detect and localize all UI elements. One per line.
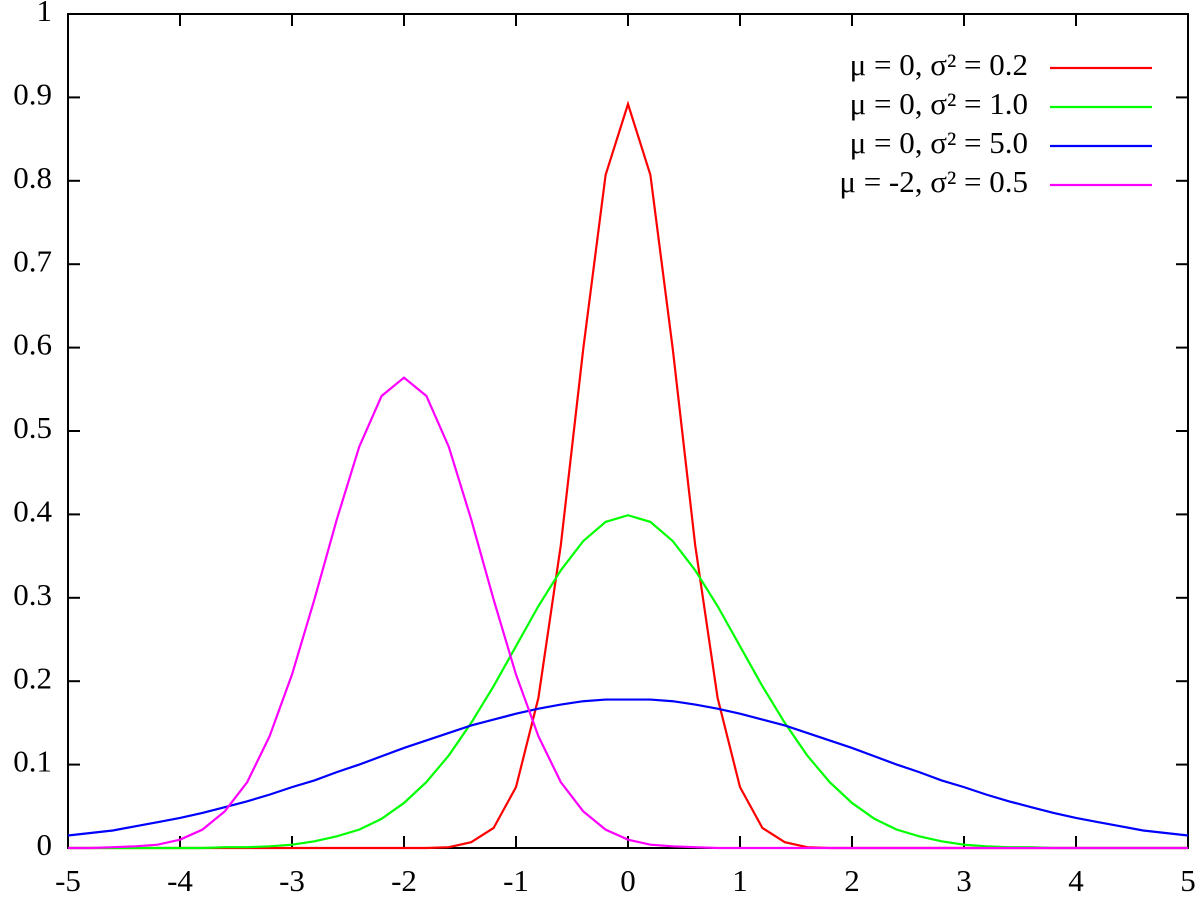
x-tick-label: -3 (279, 863, 305, 898)
x-tick-label: -4 (167, 863, 193, 898)
y-tick-label: 0.6 (13, 327, 52, 362)
legend-label: μ = 0, σ² = 1.0 (850, 86, 1028, 121)
y-tick-label: 0.2 (13, 660, 52, 695)
y-tick-label: 0.1 (13, 744, 52, 779)
x-tick-label: 4 (1068, 863, 1084, 898)
series-line (68, 376, 1188, 850)
x-tick-label: -2 (391, 863, 417, 898)
x-tick-label: 5 (1180, 863, 1196, 898)
y-tick-label: 0.8 (13, 160, 52, 195)
x-tick-label: 0 (620, 863, 636, 898)
x-tick-label: 1 (732, 863, 748, 898)
series-line (68, 514, 1188, 850)
y-tick-label: 1 (37, 0, 53, 28)
y-tick-label: 0 (37, 827, 53, 862)
y-tick-label: 0.7 (13, 243, 52, 278)
x-tick-label: 3 (956, 863, 972, 898)
series-line (68, 100, 1188, 850)
series-line (67, 698, 1189, 837)
legend-label: μ = 0, σ² = 5.0 (850, 125, 1028, 160)
x-tick-label: -5 (55, 863, 81, 898)
x-tick-label: -1 (503, 863, 529, 898)
x-tick-label: 2 (844, 863, 860, 898)
legend-label: μ = -2, σ² = 0.5 (839, 164, 1028, 199)
y-tick-label: 0.4 (13, 494, 52, 529)
y-tick-label: 0.5 (13, 410, 52, 445)
legend-label: μ = 0, σ² = 0.2 (850, 47, 1028, 82)
y-tick-label: 0.9 (13, 77, 52, 112)
y-tick-label: 0.3 (13, 577, 52, 612)
